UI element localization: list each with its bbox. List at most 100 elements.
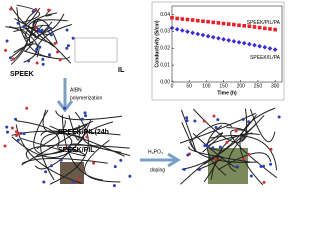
ion xyxy=(5,39,9,43)
legend-label: SPEEK/PIL/PA xyxy=(247,20,281,26)
polymer-chain xyxy=(33,109,65,155)
ion xyxy=(202,119,206,123)
label: SPEEK xyxy=(10,71,34,78)
ion xyxy=(234,129,238,133)
ion xyxy=(27,59,31,63)
y-axis-label: Conductivity (S/cm) xyxy=(154,20,160,67)
polymer-chain xyxy=(228,123,257,173)
ion xyxy=(9,7,13,11)
polymer-chain xyxy=(27,18,58,44)
ion xyxy=(214,126,218,130)
point xyxy=(221,21,226,26)
ion xyxy=(216,118,220,122)
x-tick-label: 50 xyxy=(186,83,192,89)
y-tick-label: 0.01 xyxy=(160,62,170,68)
ion xyxy=(80,117,84,121)
x-tick-label: 150 xyxy=(219,83,228,89)
ion xyxy=(185,116,189,120)
ion xyxy=(49,33,53,37)
polymer-chain xyxy=(33,19,68,48)
ion xyxy=(71,36,75,40)
point xyxy=(268,27,272,31)
point xyxy=(174,27,180,32)
x-tick-label: 0 xyxy=(171,83,174,89)
ion xyxy=(277,115,281,119)
ion xyxy=(38,45,42,49)
point xyxy=(272,47,278,52)
label: polymerization xyxy=(70,95,102,101)
ion xyxy=(247,120,251,124)
point xyxy=(180,17,185,21)
ion xyxy=(85,135,89,139)
ion xyxy=(212,114,216,118)
point xyxy=(185,17,190,22)
ion xyxy=(5,125,9,129)
ion xyxy=(241,117,245,121)
ion xyxy=(249,174,253,178)
ion xyxy=(182,167,186,171)
point xyxy=(273,27,277,32)
ion xyxy=(185,119,189,123)
ion xyxy=(65,46,69,50)
point xyxy=(169,25,175,31)
polymer-chain xyxy=(249,108,276,143)
ion xyxy=(22,132,26,136)
ion xyxy=(31,10,35,14)
polymer-chain xyxy=(11,119,92,158)
polymer-chain xyxy=(49,111,89,185)
ion xyxy=(53,41,57,45)
ion xyxy=(236,165,240,169)
ion xyxy=(84,114,88,118)
polymer-chain xyxy=(16,4,41,24)
label: IL xyxy=(118,67,125,74)
graphical-abstract: SPEEK IL AIBN polymerization SPEEK/PIL(2… xyxy=(3,1,285,188)
ion xyxy=(269,147,273,151)
arrow xyxy=(140,152,181,168)
point xyxy=(257,43,262,49)
structure-box xyxy=(74,37,118,63)
ion xyxy=(112,184,116,188)
polymer-chain xyxy=(21,157,108,164)
point xyxy=(195,31,201,37)
point xyxy=(205,33,211,39)
ion xyxy=(25,106,29,110)
ion xyxy=(269,162,273,166)
point xyxy=(231,38,237,44)
point xyxy=(185,29,190,34)
ion xyxy=(72,180,76,184)
point xyxy=(262,44,268,50)
ion xyxy=(38,30,42,34)
label: doping xyxy=(150,167,165,173)
ion xyxy=(203,144,207,148)
ion xyxy=(15,134,19,138)
ion xyxy=(63,146,67,150)
point xyxy=(206,19,210,24)
ion xyxy=(262,164,266,168)
ion xyxy=(59,158,63,162)
ion xyxy=(128,174,132,178)
polymer-chain xyxy=(203,114,265,165)
ion xyxy=(44,170,48,174)
ion xyxy=(56,50,60,54)
ion xyxy=(193,119,197,123)
point xyxy=(263,26,267,31)
polymer-chain xyxy=(25,144,130,160)
ion xyxy=(14,117,18,121)
polymer-chain xyxy=(13,24,50,39)
polymer-chain xyxy=(21,124,88,166)
ion xyxy=(213,157,217,161)
y-tick-label: 0.00 xyxy=(160,79,170,85)
polymer-chain xyxy=(193,108,248,143)
y-tick-label: 0.04 xyxy=(160,12,170,18)
x-tick-label: 300 xyxy=(271,83,280,89)
ion xyxy=(218,145,222,149)
ion xyxy=(66,44,70,48)
ion xyxy=(77,177,81,181)
x-tick-label: 200 xyxy=(237,83,246,89)
x-axis-label: Time (h) xyxy=(217,90,237,96)
point xyxy=(221,36,226,42)
point xyxy=(241,40,247,46)
illustrations xyxy=(3,1,285,188)
point xyxy=(237,23,241,28)
ion xyxy=(113,165,117,169)
